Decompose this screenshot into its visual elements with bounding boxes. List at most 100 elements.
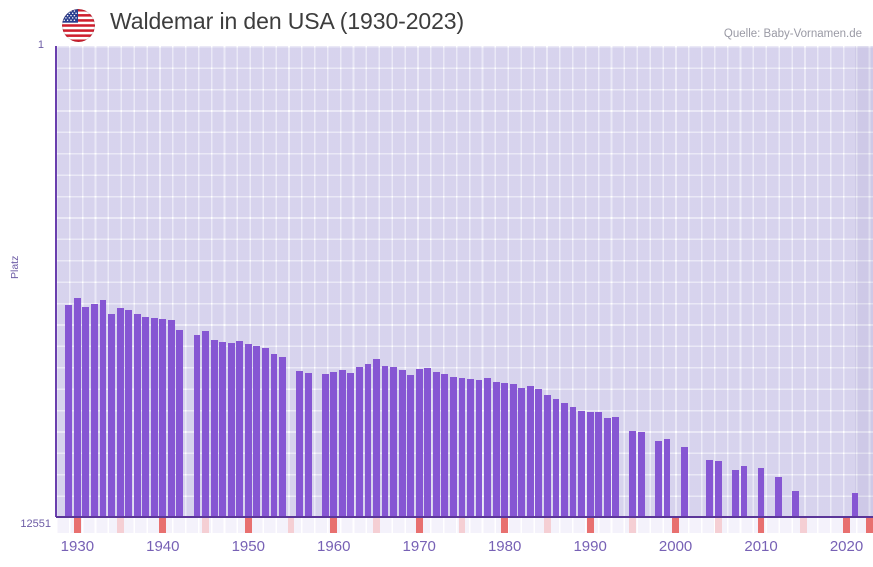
x-tick-major-marker <box>757 518 765 533</box>
x-tick-major-marker <box>672 518 679 533</box>
bar[interactable] <box>279 357 286 517</box>
x-axis-tick-label: 1950 <box>231 538 265 555</box>
x-tick-major-marker <box>586 518 594 533</box>
bar[interactable] <box>142 317 150 517</box>
bar[interactable] <box>347 373 355 517</box>
bar[interactable] <box>398 370 406 517</box>
x-tick-major-marker <box>843 518 850 533</box>
bar[interactable] <box>304 373 312 517</box>
bar[interactable] <box>757 468 765 517</box>
bar[interactable] <box>526 386 534 517</box>
y-axis-top-tick-label: 1 <box>37 39 44 51</box>
bar[interactable] <box>133 314 141 517</box>
x-axis-tick-label: 2020 <box>829 538 864 555</box>
bar[interactable] <box>244 344 252 517</box>
bar[interactable] <box>407 375 415 517</box>
x-tick-major-marker <box>866 518 873 533</box>
bar[interactable] <box>449 377 457 517</box>
bar[interactable] <box>501 383 509 517</box>
bar[interactable] <box>296 371 303 517</box>
bar[interactable] <box>381 366 389 517</box>
bar[interactable] <box>176 330 184 517</box>
x-tick-major-marker <box>415 518 423 533</box>
bar[interactable] <box>261 348 269 517</box>
bar[interactable] <box>595 412 603 517</box>
x-tick-minor-marker <box>116 518 124 533</box>
bar[interactable] <box>150 318 158 517</box>
bar[interactable] <box>65 305 73 517</box>
bar[interactable] <box>424 368 432 517</box>
bar[interactable] <box>663 439 671 517</box>
bar[interactable] <box>569 407 577 517</box>
bar[interactable] <box>561 403 568 517</box>
bar[interactable] <box>355 367 363 517</box>
bar[interactable] <box>706 460 714 517</box>
bar[interactable] <box>714 461 722 517</box>
bar[interactable] <box>167 320 175 517</box>
bar[interactable] <box>475 380 483 517</box>
bar[interactable] <box>210 340 218 517</box>
x-axis-tick-label: 1990 <box>573 538 607 555</box>
bar[interactable] <box>193 335 201 517</box>
bar[interactable] <box>99 300 107 517</box>
bar[interactable] <box>518 388 526 517</box>
bar[interactable] <box>321 374 329 517</box>
bar[interactable] <box>791 491 799 517</box>
bar[interactable] <box>236 341 244 517</box>
bar[interactable] <box>202 331 209 517</box>
x-axis-tick-label: 2000 <box>658 538 693 555</box>
bar[interactable] <box>552 399 560 517</box>
bar[interactable] <box>484 378 491 517</box>
bar[interactable] <box>578 411 585 517</box>
bar[interactable] <box>543 395 551 517</box>
bar[interactable] <box>731 470 739 517</box>
bar[interactable] <box>509 384 517 517</box>
x-tick-minor-marker <box>287 518 295 533</box>
bar[interactable] <box>159 319 167 517</box>
x-axis-tick-label: 1960 <box>317 538 351 555</box>
x-axis-tick-label: 1940 <box>146 538 180 555</box>
bar[interactable] <box>364 364 372 517</box>
bar[interactable] <box>415 369 423 517</box>
bar[interactable] <box>586 412 594 517</box>
bar[interactable] <box>535 389 543 517</box>
bar[interactable] <box>219 342 227 517</box>
x-tick-minor-marker <box>800 518 808 533</box>
x-tick-minor-marker <box>373 518 380 533</box>
bar[interactable] <box>467 379 474 517</box>
bar[interactable] <box>458 378 466 517</box>
x-tick-minor-marker <box>714 518 722 533</box>
bar[interactable] <box>612 417 620 517</box>
bar[interactable] <box>91 304 98 517</box>
bar[interactable] <box>492 382 500 517</box>
bar[interactable] <box>774 477 782 517</box>
bar[interactable] <box>82 307 90 517</box>
bar[interactable] <box>441 374 449 517</box>
bar[interactable] <box>390 367 397 517</box>
bar[interactable] <box>116 308 124 517</box>
bar[interactable] <box>637 432 645 517</box>
future-region-shading <box>855 46 873 517</box>
bar[interactable] <box>73 298 81 517</box>
bar[interactable] <box>629 431 637 517</box>
bar[interactable] <box>338 370 346 517</box>
bar[interactable] <box>851 493 859 517</box>
bar[interactable] <box>740 466 748 517</box>
x-tick-minor-marker <box>629 518 637 533</box>
x-tick-major-marker <box>244 518 252 533</box>
bar[interactable] <box>253 346 261 517</box>
x-axis-tick-label: 1930 <box>60 538 95 555</box>
bar[interactable] <box>330 372 338 517</box>
page-title: Waldemar in den USA (1930-2023) <box>110 8 465 34</box>
bar[interactable] <box>655 441 662 517</box>
bar[interactable] <box>227 343 235 517</box>
bar[interactable] <box>603 418 611 517</box>
bar[interactable] <box>432 372 440 517</box>
bar[interactable] <box>270 354 278 517</box>
bar[interactable] <box>108 314 115 517</box>
bar[interactable] <box>373 359 380 517</box>
bar[interactable] <box>125 310 133 517</box>
source-label: Quelle: Baby-Vornamen.de <box>723 28 862 40</box>
bar[interactable] <box>680 447 688 517</box>
